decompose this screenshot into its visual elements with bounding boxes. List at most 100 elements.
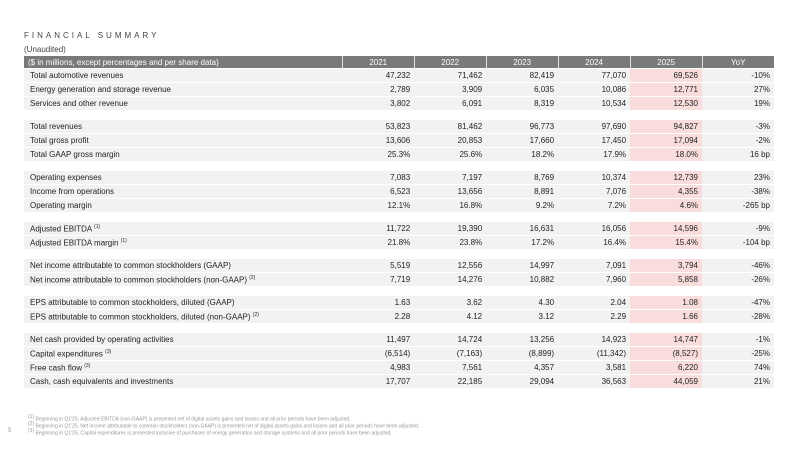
table-row: Total gross profit 13,606 20,853 17,660 17,4… [24,133,774,148]
table-row: EPS attributable to common stockholders,… [24,295,774,310]
cell-value: 4,983 [342,360,415,375]
cell-value: 29,094 [486,374,559,388]
table-row: Total revenues 53,823 81,462 96,773 97,690 94… [24,119,774,134]
cell-value: 23.8% [414,235,487,249]
cell-value: 12.1% [342,198,415,212]
cell-value: 25.6% [414,147,487,161]
row-label-text: Capital expenditures [30,349,103,359]
cell-value: 47,232 [342,68,415,83]
footnote-text: Beginning in Q1'25, Net income attributa… [35,423,420,430]
column-header: 2023 [485,56,559,69]
table-row: Net cash provided by operating activitie… [24,332,774,347]
column-header: 2022 [413,56,487,69]
footnote-mark: (1) [28,414,35,420]
table-row: Income from operations 6,523 13,656 8,891 7,… [24,184,774,199]
table-row: Net income attributable to common stockh… [24,258,774,273]
cell-value: 4,357 [486,360,559,375]
cell-value: 1.08 [630,295,702,310]
cell-value: 3,794 [630,258,702,273]
table-row: Total automotive revenues 47,232 71,462 82,… [24,68,774,83]
cell-value: 14,923 [558,332,631,347]
footnote-mark: (2) [28,421,35,427]
cell-value: 19% [702,96,774,110]
cell-value: (8,527) [630,346,702,361]
row-label: Operating expenses [24,170,343,185]
row-label-text: Net income attributable to common stockh… [30,261,231,270]
cell-value: 97,690 [558,119,631,134]
cell-value: 16.8% [414,198,487,212]
cell-value: (8,899) [486,346,559,361]
row-label: Total revenues [24,119,343,134]
cell-value: 5,858 [630,272,702,286]
row-label-text: Net income attributable to common stockh… [30,275,247,285]
cell-value: 6,035 [486,82,559,97]
cell-value: 6,220 [630,360,702,375]
cell-value: 10,882 [486,272,559,286]
row-label-text: Adjusted EBITDA [30,224,92,234]
cell-value: 6,091 [414,96,487,110]
table-row: Net income attributable to common stockh… [24,272,774,286]
cell-value: -46% [702,258,774,273]
row-label: Adjusted EBITDA margin (1) [24,235,343,249]
cell-value: 1.63 [342,295,415,310]
cell-value: (7,163) [414,346,487,361]
cell-value: -265 bp [702,198,774,212]
footnote: (1) Beginning in Q1'25, Adjusted EBITDA … [28,414,351,423]
cell-value: 13,256 [486,332,559,347]
cell-value: 2,789 [342,82,415,97]
cell-value: -28% [702,309,774,323]
cell-value: -10% [702,68,774,83]
cell-value: 36,563 [558,374,631,388]
row-label: Adjusted EBITDA (1) [24,221,343,236]
row-label: Services and other revenue [24,96,343,110]
cell-value: 15.4% [630,235,702,249]
row-label: Operating margin [24,198,343,212]
cell-value: 10,534 [558,96,631,110]
row-label-text: Cash, cash equivalents and investments [30,377,174,386]
cell-value: 23% [702,170,774,185]
page-number: 5 [8,428,12,434]
row-label-text: EPS attributable to common stockholders,… [30,298,235,307]
cell-value: 7,960 [558,272,631,286]
cell-value: -1% [702,332,774,347]
financial-summary-table: ($ in millions, except percentages and p… [24,56,774,388]
row-label-text: Free cash flow [30,363,83,373]
cell-value: 5,519 [342,258,415,273]
row-label: Total gross profit [24,133,343,148]
column-header: 2024 [557,56,631,69]
spacer-row [24,161,774,171]
footnote-ref: (2) [252,311,259,318]
row-label-text: Total revenues [30,122,83,131]
row-label-text: Net cash provided by operating activitie… [30,335,174,344]
cell-value: 8,769 [486,170,559,185]
row-label: EPS attributable to common stockholders,… [24,309,343,323]
cell-value: 3,909 [414,82,487,97]
footnote-ref: (3) [105,348,112,355]
cell-value: 94,827 [630,119,702,134]
cell-value: -2% [702,133,774,148]
cell-value: 16.4% [558,235,631,249]
row-label: Net income attributable to common stockh… [24,272,343,286]
cell-value: 17,707 [342,374,415,388]
cell-value: 53,823 [342,119,415,134]
cell-value: 71,462 [414,68,487,83]
cell-value: 3.62 [414,295,487,310]
cell-value: 7,076 [558,184,631,199]
cell-value: 12,530 [630,96,702,110]
cell-value: 4,355 [630,184,702,199]
row-label: Total automotive revenues [24,68,343,83]
cell-value: (11,342) [558,346,631,361]
page-title: FINANCIAL SUMMARY [24,31,160,40]
cell-value: 18.0% [630,147,702,161]
cell-value: 17.9% [558,147,631,161]
cell-value: 81,462 [414,119,487,134]
row-label: Net income attributable to common stockh… [24,258,343,273]
row-label-text: Adjusted EBITDA margin [30,238,119,248]
row-label: Free cash flow (3) [24,360,343,375]
cell-value: -3% [702,119,774,134]
table-row: Energy generation and storage revenue 2,7… [24,82,774,97]
cell-value: 14,724 [414,332,487,347]
footnote: (2) Beginning in Q1'25, Net income attri… [28,421,419,430]
cell-value: -104 bp [702,235,774,249]
cell-value: 12,556 [414,258,487,273]
